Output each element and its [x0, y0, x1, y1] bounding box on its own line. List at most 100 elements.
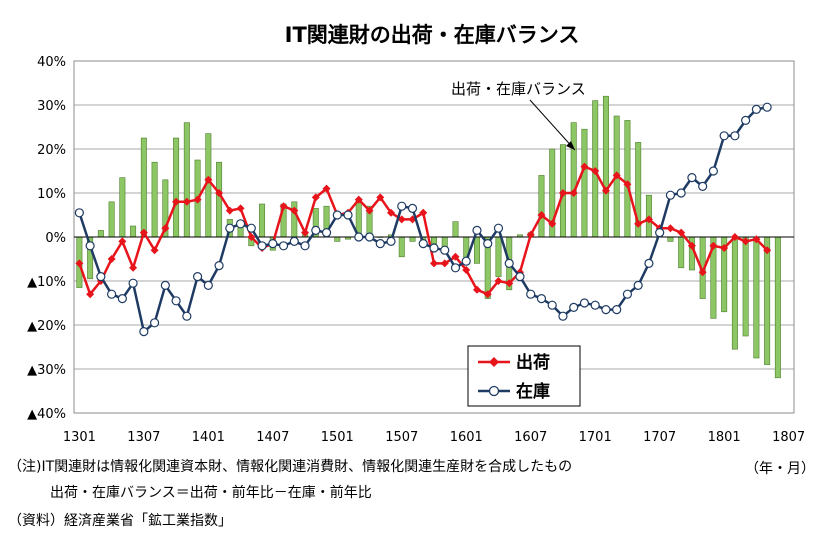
shipment-point — [430, 259, 438, 268]
balance-bar — [97, 230, 104, 238]
balance-bar — [452, 221, 459, 238]
inventory-point — [149, 318, 160, 328]
shipment-point — [440, 259, 449, 268]
legend: 出荷 在庫 — [467, 345, 581, 407]
inventory-point — [96, 272, 106, 282]
balance-bar — [140, 137, 147, 238]
inventory-point — [547, 300, 557, 310]
y-tick-label: ▲10% — [27, 275, 66, 290]
balance-bar — [216, 161, 223, 238]
shipment-point — [591, 167, 600, 175]
y-axis: 40% 30% 20% 10% 0% ▲10% ▲20% ▲30% ▲40% — [27, 55, 66, 422]
balance-bar — [764, 236, 771, 365]
shipment-point — [687, 241, 696, 250]
inventory-point — [590, 300, 600, 310]
inventory-point — [655, 228, 665, 238]
inventory-point — [569, 302, 579, 312]
shipment-point — [720, 244, 729, 252]
chart-title: IT関連財の出荷・在庫バランス — [285, 23, 580, 47]
inventory-point — [676, 188, 686, 198]
balance-bar — [624, 120, 631, 238]
inventory-point — [128, 278, 138, 288]
inventory-point — [698, 181, 708, 191]
x-tick-label: 1507 — [385, 430, 418, 445]
shipment-point — [397, 215, 406, 224]
annotation: 出荷・在庫バランス — [451, 80, 586, 151]
balance-bar — [742, 236, 749, 337]
y-tick-label: 20% — [37, 143, 66, 158]
shipment-point — [612, 171, 621, 180]
inventory-point — [85, 241, 95, 251]
balance-bar — [259, 203, 266, 238]
balance-bar — [678, 236, 685, 269]
shipment-point — [623, 180, 632, 189]
shipment-point — [161, 224, 170, 233]
balance-bar — [334, 236, 341, 242]
inventory-point — [483, 239, 493, 249]
shipment-point — [601, 186, 610, 195]
balance-bar — [130, 225, 137, 238]
inventory-point — [343, 210, 353, 220]
x-axis: 1301 1307 1401 1407 1501 1507 1601 1607 1701 1707… — [63, 430, 805, 445]
y-tick-label: ▲40% — [27, 407, 66, 422]
inventory-point — [257, 241, 267, 251]
chart-svg: IT関連財の出荷・在庫バランス 40% 30% 20% 10% 0% ▲10% ▲20% ▲3… — [27, 23, 805, 445]
shipment-point — [172, 197, 181, 206]
balance-bar — [774, 236, 781, 379]
legend-box — [467, 345, 581, 407]
inventory-point — [622, 289, 633, 299]
legend-marker-inventory — [488, 385, 500, 397]
balance-bar — [108, 201, 115, 238]
balance-bar — [183, 122, 190, 238]
shipment-point — [526, 230, 535, 239]
shipment-point — [569, 189, 578, 197]
balance-bar — [581, 128, 588, 238]
line-series-inventory — [74, 102, 772, 337]
shipment-point — [741, 237, 750, 246]
source-line: （資料）経済産業省「鉱工業指数」 — [8, 513, 232, 529]
balance-bar — [409, 236, 416, 242]
inventory-point — [74, 208, 84, 218]
shipment-point — [580, 162, 589, 171]
inventory-point — [558, 311, 568, 321]
x-tick-label: 1301 — [63, 430, 96, 445]
shipment-point — [365, 206, 374, 215]
shipment-point — [462, 266, 471, 274]
annotation-arrowhead — [566, 141, 575, 150]
x-tick-label: 1501 — [321, 430, 354, 445]
inventory-point — [687, 173, 697, 183]
legend-label-shipment: 出荷 — [516, 352, 550, 373]
shipment-point — [129, 263, 138, 272]
inventory-point — [203, 280, 213, 290]
y-tick-label: ▲20% — [27, 319, 66, 334]
inventory-point — [719, 131, 729, 141]
x-tick-label: 1607 — [514, 430, 547, 445]
bar-series-balance — [76, 95, 781, 379]
inventory-point — [579, 298, 590, 308]
x-axis-unit: （年・月） — [745, 461, 815, 477]
inventory-point — [612, 305, 622, 315]
inventory-point — [300, 241, 310, 251]
inventory-point — [461, 256, 471, 266]
legend-marker-shipment — [489, 357, 499, 367]
inventory-point — [440, 245, 450, 255]
inventory-point — [472, 225, 482, 235]
inventory-point — [311, 225, 321, 235]
inventory-point — [139, 327, 149, 337]
shipment-point — [709, 241, 718, 250]
shipment-point — [118, 237, 127, 246]
annotation-label: 出荷・在庫バランス — [451, 80, 586, 98]
shipment-point — [558, 189, 567, 197]
x-tick-label: 1701 — [579, 430, 612, 445]
note-line-2: 出荷・在庫バランス＝出荷・前年比－在庫・前年比 — [8, 485, 372, 501]
shipment-point — [290, 206, 299, 215]
y-tick-label: 40% — [37, 55, 66, 70]
y-tick-label: 10% — [37, 187, 66, 202]
inventory-point — [536, 294, 547, 304]
inventory-point — [407, 203, 418, 213]
y-tick-label: ▲30% — [27, 363, 66, 378]
shipment-point — [698, 268, 707, 277]
shipment-point — [354, 195, 363, 204]
inventory-point — [429, 243, 439, 253]
inventory-point — [214, 261, 224, 271]
